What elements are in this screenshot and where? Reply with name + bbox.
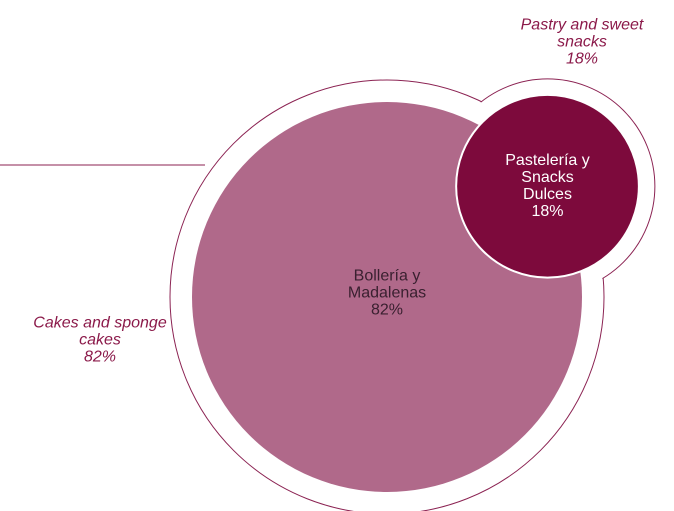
annotation: Pastry and sweet snacks 18% bbox=[517, 17, 647, 68]
annotation: Cakes and sponge cakes 82% bbox=[30, 315, 170, 366]
bubble-label: Bollería y Madalenas 82% bbox=[327, 268, 447, 319]
annotation-text: Cakes and sponge cakes bbox=[33, 314, 167, 349]
annotation-text: Pastry and sweet snacks bbox=[520, 16, 644, 51]
annotation-value: 82% bbox=[83, 348, 117, 366]
value-label: 82% bbox=[370, 301, 404, 319]
annotation-value: 18% bbox=[565, 50, 599, 68]
bubble bbox=[455, 93, 640, 279]
category-label: Pastelería y Snacks Dulces bbox=[505, 152, 590, 204]
bubble-label: Pastelería y Snacks Dulces 18% bbox=[503, 152, 593, 220]
category-label: Bollería y Madalenas bbox=[347, 267, 427, 302]
value-label: 18% bbox=[531, 203, 564, 221]
